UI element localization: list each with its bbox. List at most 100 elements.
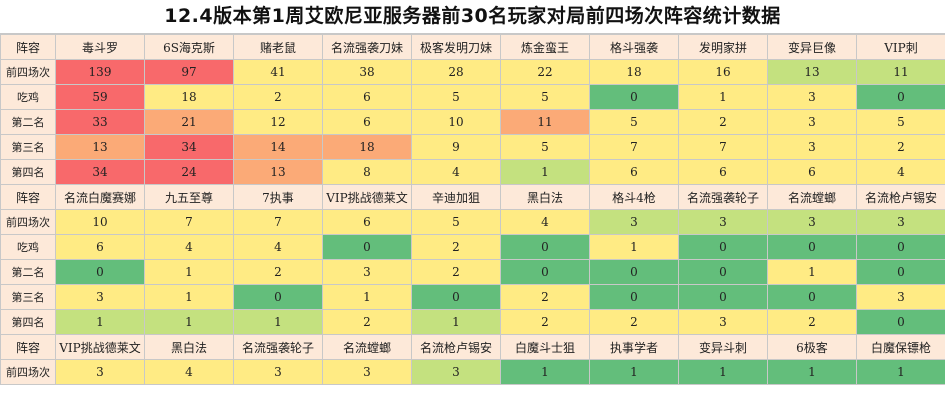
table-cell: 6 (767, 159, 857, 185)
table-cell: 4 (411, 159, 501, 185)
table-cell: 3 (589, 209, 679, 235)
table-row: 前四场次 3 4 3 3 3 1 1 1 1 1 (0, 359, 945, 385)
column-header: 名流螳螂 (322, 334, 412, 360)
table-cell: 0 (856, 259, 945, 285)
table-row: 第四名 1 1 1 2 1 2 2 3 2 0 (0, 309, 945, 335)
table-cell: 0 (322, 234, 412, 260)
table-cell: 0 (233, 284, 323, 310)
row-label: 第三名 (0, 284, 56, 310)
table-cell: 2 (589, 309, 679, 335)
table-row: 第二名 0 1 2 3 2 0 0 0 1 0 (0, 259, 945, 285)
table-cell: 2 (411, 234, 501, 260)
row-label: 第四名 (0, 309, 56, 335)
table-cell: 0 (411, 284, 501, 310)
row-label: 第三名 (0, 134, 56, 160)
table-row: 吃鸡 6 4 4 0 2 0 1 0 0 0 (0, 234, 945, 260)
column-header: 辛迪加狙 (411, 184, 501, 210)
table-cell: 4 (856, 159, 945, 185)
table-cell: 1 (767, 359, 857, 385)
table-cell: 5 (500, 134, 590, 160)
table-row: 前四场次 10 7 7 6 5 4 3 3 3 3 (0, 209, 945, 235)
table-cell: 7 (589, 134, 679, 160)
column-header: 变异巨像 (767, 34, 857, 60)
table-cell: 13 (767, 59, 857, 85)
table-cell: 2 (767, 309, 857, 335)
table-cell: 7 (233, 209, 323, 235)
table-cell: 3 (767, 134, 857, 160)
table-cell: 1 (55, 309, 145, 335)
column-header: VIP刺 (856, 34, 945, 60)
table-row: 吃鸡 59 18 2 6 5 5 0 1 3 0 (0, 84, 945, 110)
table-cell: 2 (233, 84, 323, 110)
table-cell: 1 (411, 309, 501, 335)
table-cell: 3 (767, 84, 857, 110)
table-cell: 0 (856, 309, 945, 335)
table-cell: 3 (856, 284, 945, 310)
table-cell: 5 (500, 84, 590, 110)
table-cell: 22 (500, 59, 590, 85)
column-header: 执事学者 (589, 334, 679, 360)
table-cell: 3 (767, 109, 857, 135)
table-cell: 12 (233, 109, 323, 135)
column-header: 名流强袭刀妹 (322, 34, 412, 60)
column-header: 名流白魔赛娜 (55, 184, 145, 210)
table-cell: 3 (322, 359, 412, 385)
header-row: 阵容 毒斗罗 6S海克斯 赌老鼠 名流强袭刀妹 极客发明刀妹 炼金蛮王 格斗强袭 发明家拼 变异巨… (0, 34, 945, 60)
table-cell: 18 (322, 134, 412, 160)
column-header: VIP挑战德莱文 (322, 184, 412, 210)
table-cell: 5 (589, 109, 679, 135)
table-cell: 10 (55, 209, 145, 235)
table-cell: 3 (55, 284, 145, 310)
column-header: 名流枪卢锡安 (856, 184, 945, 210)
column-header: 变异斗刺 (678, 334, 768, 360)
table-cell: 6 (589, 159, 679, 185)
table-cell: 1 (144, 259, 234, 285)
table-cell: 1 (856, 359, 945, 385)
table-cell: 0 (767, 284, 857, 310)
table-cell: 1 (144, 309, 234, 335)
table-cell: 1 (144, 284, 234, 310)
column-header: 发明家拼 (678, 34, 768, 60)
table-cell: 6 (322, 109, 412, 135)
table-cell: 1 (678, 84, 768, 110)
table-cell: 2 (500, 284, 590, 310)
row-label: 吃鸡 (0, 84, 56, 110)
table-cell: 18 (589, 59, 679, 85)
table-cell: 1 (589, 234, 679, 260)
table-cell: 7 (144, 209, 234, 235)
column-header: VIP挑战德莱文 (55, 334, 145, 360)
table-cell: 1 (233, 309, 323, 335)
table-cell: 4 (144, 234, 234, 260)
row-header-label: 阵容 (0, 184, 56, 210)
row-label: 第二名 (0, 259, 56, 285)
table-cell: 6 (678, 159, 768, 185)
table-row: 第二名 33 21 12 6 10 11 5 2 3 5 (0, 109, 945, 135)
table-cell: 2 (411, 259, 501, 285)
table-cell: 2 (233, 259, 323, 285)
table-cell: 34 (55, 159, 145, 185)
column-header: 赌老鼠 (233, 34, 323, 60)
row-label: 前四场次 (0, 359, 56, 385)
table-cell: 1 (767, 259, 857, 285)
column-header: 格斗强袭 (589, 34, 679, 60)
column-header: 6S海克斯 (144, 34, 234, 60)
table-cell: 3 (767, 209, 857, 235)
column-header: 名流强袭轮子 (678, 184, 768, 210)
stats-table-body: 阵容 毒斗罗 6S海克斯 赌老鼠 名流强袭刀妹 极客发明刀妹 炼金蛮王 格斗强袭 发明家拼 变异巨… (0, 34, 945, 385)
table-cell: 7 (678, 134, 768, 160)
column-header: 黑白法 (500, 184, 590, 210)
table-cell: 0 (589, 284, 679, 310)
row-header-label: 阵容 (0, 334, 56, 360)
column-header: 毒斗罗 (55, 34, 145, 60)
table-row: 第四名 34 24 13 8 4 1 6 6 6 4 (0, 159, 945, 185)
table-row: 第三名 3 1 0 1 0 2 0 0 0 3 (0, 284, 945, 310)
table-cell: 2 (856, 134, 945, 160)
row-label: 第二名 (0, 109, 56, 135)
table-cell: 14 (233, 134, 323, 160)
table-cell: 4 (500, 209, 590, 235)
table-cell: 5 (411, 209, 501, 235)
column-header: 格斗4枪 (589, 184, 679, 210)
table-cell: 6 (322, 84, 412, 110)
table-cell: 6 (322, 209, 412, 235)
table-cell: 0 (678, 259, 768, 285)
